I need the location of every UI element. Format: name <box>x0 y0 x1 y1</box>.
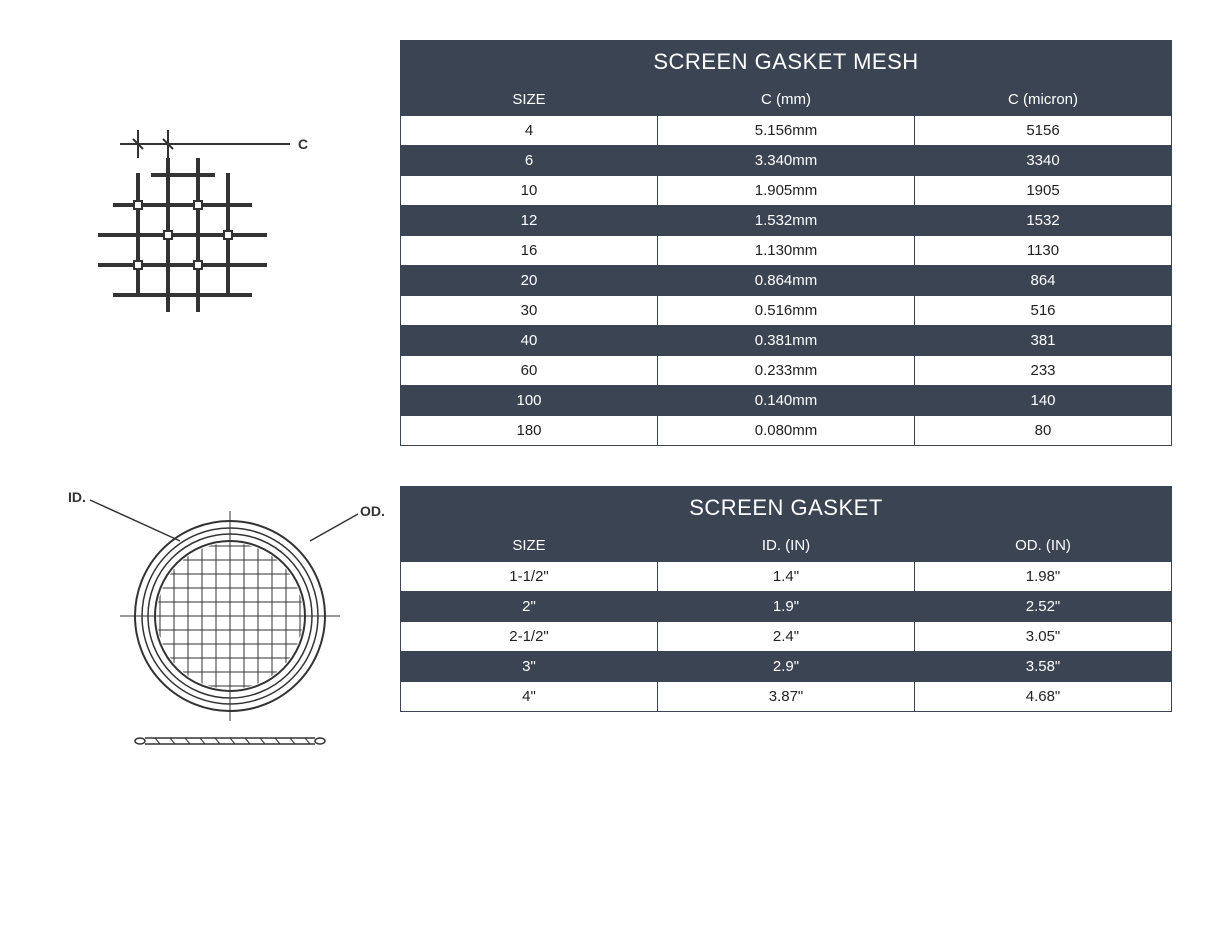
gasket-od-label: OD. <box>360 503 385 519</box>
table-row: 63.340mm3340 <box>401 146 1172 176</box>
gasket-id-label: ID. <box>68 489 86 505</box>
mesh-c-label: C <box>298 136 308 152</box>
table-cell: 16 <box>401 236 658 266</box>
mesh-table: SCREEN GASKET MESH SIZE C (mm) C (micron… <box>400 40 1172 446</box>
gasket-table-title: SCREEN GASKET <box>401 487 1172 530</box>
table-cell: 2" <box>401 592 658 622</box>
table-row: 400.381mm381 <box>401 326 1172 356</box>
table-cell: 1-1/2" <box>401 562 658 592</box>
mesh-table-header-row: SIZE C (mm) C (micron) <box>401 84 1172 116</box>
table-cell: 20 <box>401 266 658 296</box>
table-cell: 4" <box>401 682 658 712</box>
table-row: 1800.080mm80 <box>401 416 1172 446</box>
table-cell: 1905 <box>915 176 1172 206</box>
table-cell: 5156 <box>915 116 1172 146</box>
table-cell: 0.864mm <box>658 266 915 296</box>
table-row: 300.516mm516 <box>401 296 1172 326</box>
table-row: 2"1.9"2.52" <box>401 592 1172 622</box>
table-cell: 1532 <box>915 206 1172 236</box>
table-cell: 2.4" <box>658 622 915 652</box>
gasket-table: SCREEN GASKET SIZE ID. (IN) OD. (IN) 1-1… <box>400 486 1172 712</box>
table-row: 4"3.87"4.68" <box>401 682 1172 712</box>
table-cell: 864 <box>915 266 1172 296</box>
mesh-section: C <box>60 40 1172 446</box>
table-cell: 40 <box>401 326 658 356</box>
table-cell: 3340 <box>915 146 1172 176</box>
gasket-section: ID. OD. <box>60 486 1172 766</box>
table-cell: 3.87" <box>658 682 915 712</box>
gasket-table-title-row: SCREEN GASKET <box>401 487 1172 530</box>
table-cell: 1.532mm <box>658 206 915 236</box>
table-row: 161.130mm1130 <box>401 236 1172 266</box>
mesh-col-size: SIZE <box>401 84 658 116</box>
table-cell: 3" <box>401 652 658 682</box>
table-cell: 10 <box>401 176 658 206</box>
table-cell: 1.98" <box>915 562 1172 592</box>
table-cell: 180 <box>401 416 658 446</box>
table-row: 101.905mm1905 <box>401 176 1172 206</box>
table-cell: 1.905mm <box>658 176 915 206</box>
table-cell: 100 <box>401 386 658 416</box>
table-cell: 1.9" <box>658 592 915 622</box>
table-row: 600.233mm233 <box>401 356 1172 386</box>
mesh-table-title-row: SCREEN GASKET MESH <box>401 41 1172 84</box>
table-cell: 1.4" <box>658 562 915 592</box>
gasket-col-od: OD. (IN) <box>915 530 1172 562</box>
table-cell: 12 <box>401 206 658 236</box>
table-row: 200.864mm864 <box>401 266 1172 296</box>
table-cell: 4.68" <box>915 682 1172 712</box>
gasket-table-header-row: SIZE ID. (IN) OD. (IN) <box>401 530 1172 562</box>
gasket-diagram: ID. OD. <box>60 486 400 766</box>
table-cell: 60 <box>401 356 658 386</box>
table-cell: 30 <box>401 296 658 326</box>
table-row: 45.156mm5156 <box>401 116 1172 146</box>
table-row: 3"2.9"3.58" <box>401 652 1172 682</box>
table-cell: 3.340mm <box>658 146 915 176</box>
mesh-col-cmm: C (mm) <box>658 84 915 116</box>
table-cell: 0.233mm <box>658 356 915 386</box>
table-row: 121.532mm1532 <box>401 206 1172 236</box>
table-cell: 0.080mm <box>658 416 915 446</box>
table-cell: 4 <box>401 116 658 146</box>
table-cell: 3.58" <box>915 652 1172 682</box>
table-row: 1000.140mm140 <box>401 386 1172 416</box>
table-cell: 0.381mm <box>658 326 915 356</box>
table-cell: 2.52" <box>915 592 1172 622</box>
table-cell: 2-1/2" <box>401 622 658 652</box>
table-cell: 3.05" <box>915 622 1172 652</box>
table-cell: 233 <box>915 356 1172 386</box>
table-cell: 6 <box>401 146 658 176</box>
table-cell: 516 <box>915 296 1172 326</box>
table-cell: 0.140mm <box>658 386 915 416</box>
table-cell: 140 <box>915 386 1172 416</box>
table-row: 2-1/2"2.4"3.05" <box>401 622 1172 652</box>
gasket-col-size: SIZE <box>401 530 658 562</box>
mesh-col-micron: C (micron) <box>915 84 1172 116</box>
table-cell: 0.516mm <box>658 296 915 326</box>
gasket-col-id: ID. (IN) <box>658 530 915 562</box>
mesh-table-title: SCREEN GASKET MESH <box>401 41 1172 84</box>
table-cell: 80 <box>915 416 1172 446</box>
table-cell: 1130 <box>915 236 1172 266</box>
table-cell: 1.130mm <box>658 236 915 266</box>
table-cell: 2.9" <box>658 652 915 682</box>
table-row: 1-1/2"1.4"1.98" <box>401 562 1172 592</box>
table-cell: 381 <box>915 326 1172 356</box>
mesh-diagram: C <box>60 40 400 320</box>
table-cell: 5.156mm <box>658 116 915 146</box>
